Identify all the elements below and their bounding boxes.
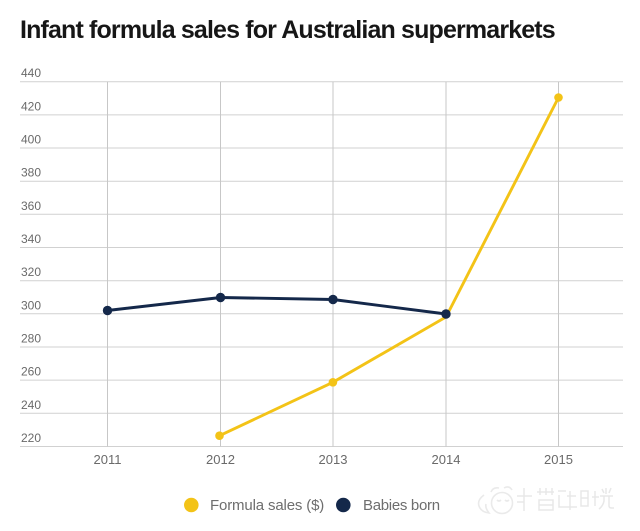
svg-text:340: 340	[21, 232, 41, 246]
svg-text:2014: 2014	[432, 452, 461, 467]
svg-text:260: 260	[21, 365, 41, 379]
svg-text:280: 280	[21, 332, 41, 346]
svg-text:Babies born: Babies born	[363, 497, 440, 514]
svg-text:440: 440	[21, 66, 41, 80]
svg-text:2015: 2015	[544, 452, 573, 467]
svg-text:420: 420	[21, 99, 41, 113]
svg-text:380: 380	[21, 166, 41, 180]
svg-text:320: 320	[21, 265, 41, 279]
svg-text:2011: 2011	[94, 452, 122, 467]
svg-text:2012: 2012	[206, 452, 235, 467]
svg-text:240: 240	[21, 398, 41, 412]
svg-text:300: 300	[21, 298, 41, 312]
svg-text:2013: 2013	[319, 452, 348, 467]
svg-text:360: 360	[21, 199, 41, 213]
svg-text:400: 400	[21, 133, 41, 147]
svg-text:220: 220	[21, 431, 41, 445]
svg-text:Formula sales ($): Formula sales ($)	[210, 497, 324, 514]
